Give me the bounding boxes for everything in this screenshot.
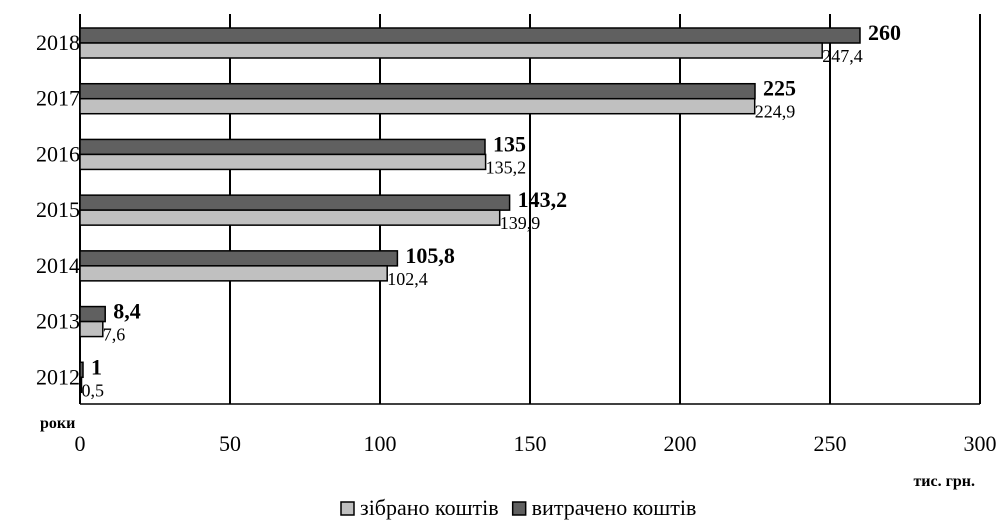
y-tick-label: 2016 — [36, 141, 80, 166]
data-label-collected: 7,6 — [103, 325, 126, 345]
data-label-spent: 8,4 — [113, 299, 141, 324]
legend-label: зібрано коштів — [360, 495, 499, 520]
bar-spent — [79, 27, 861, 44]
data-label-spent: 1 — [91, 354, 102, 379]
legend: зібрано коштів витрачено коштів — [340, 495, 697, 520]
data-label-spent: 105,8 — [405, 243, 455, 268]
data-label-collected: 247,4 — [822, 46, 863, 66]
legend-swatch — [340, 501, 355, 516]
bar-collected — [79, 97, 756, 115]
bar-spent — [79, 82, 756, 100]
x-tick-label: 100 — [364, 431, 397, 456]
bar-spent — [79, 361, 84, 379]
bar-collected — [79, 209, 501, 226]
y-tick-labels: 2018 2017 2016 2015 2014 2013 2012 — [36, 30, 80, 389]
y-tick-label: 2017 — [36, 86, 80, 111]
x-tick-label: 300 — [964, 431, 997, 456]
bars — [79, 27, 861, 394]
bar-collected — [79, 320, 104, 338]
bar-spent — [79, 305, 106, 323]
y-axis-label: роки — [40, 415, 75, 432]
bar-collected — [79, 153, 487, 171]
x-tick-label: 150 — [514, 431, 547, 456]
data-label-spent: 143,2 — [518, 187, 568, 212]
bar-collected — [79, 42, 823, 59]
x-axis-label: тис. грн. — [913, 473, 975, 490]
y-tick-label: 2013 — [36, 309, 80, 334]
data-label-collected: 139,9 — [500, 213, 541, 233]
x-tick-label: 250 — [814, 431, 847, 456]
data-labels: 260247,4225224,9135135,2143,2139,9105,81… — [82, 20, 902, 400]
bar-spent — [79, 138, 486, 156]
data-label-spent: 260 — [868, 20, 901, 45]
data-label-collected: 135,2 — [486, 157, 526, 177]
x-tick-label: 50 — [219, 431, 241, 456]
data-label-collected: 102,4 — [387, 269, 428, 289]
data-label-collected: 224,9 — [755, 102, 796, 122]
bar-spent — [79, 250, 399, 267]
legend-swatch — [511, 501, 527, 516]
legend-label: витрачено коштів — [532, 495, 697, 520]
bar-spent — [79, 194, 511, 211]
y-tick-label: 2014 — [36, 253, 80, 278]
x-tick-label: 200 — [664, 431, 697, 456]
data-label-spent: 225 — [763, 76, 796, 101]
data-label-spent: 135 — [493, 131, 526, 156]
y-tick-label: 2018 — [36, 30, 80, 55]
bar-collected — [79, 265, 388, 282]
y-tick-label: 2012 — [36, 364, 80, 389]
bar-collected — [79, 376, 83, 394]
data-label-collected: 0,5 — [82, 380, 105, 400]
y-tick-label: 2015 — [36, 197, 80, 222]
x-tick-label: 0 — [75, 431, 86, 456]
x-tick-labels: 0 50 100 150 200 250 300 — [75, 431, 997, 456]
